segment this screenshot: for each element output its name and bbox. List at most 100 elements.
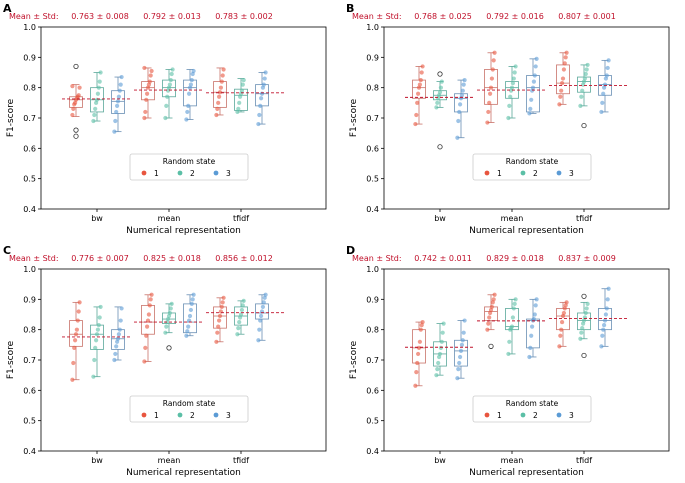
y-tick-label: 0.7 bbox=[23, 356, 36, 365]
data-point bbox=[240, 82, 245, 87]
data-point bbox=[462, 318, 467, 323]
data-point bbox=[513, 64, 518, 69]
data-point bbox=[512, 70, 517, 75]
data-point bbox=[437, 351, 443, 357]
data-point bbox=[114, 344, 119, 349]
data-point bbox=[186, 103, 191, 108]
panel-label: D bbox=[346, 244, 355, 257]
y-tick-label: 0.4 bbox=[366, 205, 379, 214]
data-point bbox=[490, 67, 495, 72]
data-point bbox=[439, 339, 444, 344]
x-tick-label: mean bbox=[501, 214, 524, 223]
data-point bbox=[457, 360, 462, 366]
data-point bbox=[506, 115, 511, 121]
y-axis-label: F1-score bbox=[6, 340, 16, 379]
outlier-point bbox=[73, 63, 79, 70]
y-tick-label: 0.9 bbox=[23, 295, 36, 304]
data-point bbox=[218, 85, 223, 90]
data-point bbox=[119, 306, 124, 311]
data-point bbox=[510, 315, 515, 320]
data-point bbox=[564, 50, 569, 55]
legend-entry-label: 2 bbox=[533, 169, 538, 178]
data-point bbox=[116, 332, 121, 337]
data-point bbox=[459, 342, 464, 347]
data-point bbox=[561, 67, 566, 72]
x-axis-label: Numerical representation bbox=[469, 226, 584, 236]
data-point bbox=[185, 329, 190, 334]
legend-box bbox=[472, 153, 592, 181]
data-point bbox=[530, 324, 535, 329]
mean-std-label: Mean ± Std: bbox=[9, 254, 59, 263]
data-point bbox=[461, 330, 466, 335]
data-point bbox=[117, 88, 122, 93]
data-point bbox=[558, 333, 563, 338]
data-point bbox=[487, 315, 492, 320]
data-point bbox=[147, 79, 152, 84]
x-tick-label: bw bbox=[91, 214, 103, 223]
data-point bbox=[98, 70, 103, 75]
data-point bbox=[145, 318, 151, 323]
data-point bbox=[529, 97, 534, 102]
mean-std-label: Mean ± Std: bbox=[9, 12, 59, 21]
outlier-point bbox=[581, 352, 587, 359]
legend-marker bbox=[484, 412, 490, 418]
data-point bbox=[188, 307, 193, 313]
panel-label: C bbox=[3, 244, 11, 257]
y-tick-label: 0.5 bbox=[366, 417, 379, 426]
data-point bbox=[582, 76, 587, 81]
legend-entry-label: 2 bbox=[533, 411, 538, 420]
legend-title: Random state bbox=[506, 157, 559, 166]
data-point bbox=[563, 55, 568, 60]
y-tick-label: 0.9 bbox=[23, 53, 36, 62]
x-axis-label: Numerical representation bbox=[469, 468, 584, 478]
data-point bbox=[419, 70, 424, 75]
data-point bbox=[605, 297, 610, 302]
box bbox=[255, 303, 269, 320]
x-tick-label: tfidf bbox=[233, 456, 249, 465]
y-tick-label: 0.6 bbox=[366, 144, 379, 153]
data-point bbox=[167, 82, 172, 87]
data-point bbox=[560, 76, 566, 81]
data-point bbox=[262, 76, 267, 81]
data-point bbox=[217, 90, 223, 95]
outlier-point bbox=[488, 343, 494, 349]
data-point bbox=[185, 109, 190, 115]
data-point bbox=[220, 300, 225, 305]
group-stat-label: 0.807 ± 0.001 bbox=[558, 12, 616, 21]
legend-marker bbox=[520, 170, 526, 176]
data-point bbox=[512, 301, 517, 306]
data-point bbox=[259, 313, 264, 319]
data-point bbox=[438, 345, 443, 350]
data-point bbox=[599, 109, 604, 115]
group-stat-label: 0.856 ± 0.012 bbox=[215, 254, 273, 263]
y-tick-label: 0.8 bbox=[23, 84, 36, 93]
data-point bbox=[259, 91, 265, 96]
legend-marker bbox=[141, 412, 147, 418]
data-point bbox=[527, 111, 532, 116]
data-point bbox=[507, 103, 512, 108]
group-stat-label: 0.763 ± 0.008 bbox=[71, 12, 129, 21]
y-tick-label: 0.7 bbox=[366, 356, 379, 365]
data-point bbox=[578, 103, 583, 108]
data-point bbox=[460, 88, 465, 93]
data-point bbox=[509, 85, 515, 90]
data-point bbox=[557, 344, 562, 349]
data-point bbox=[439, 79, 444, 84]
legend-marker bbox=[141, 170, 147, 176]
data-point bbox=[603, 312, 608, 317]
data-point bbox=[256, 121, 261, 127]
data-point bbox=[507, 339, 512, 344]
data-point bbox=[256, 338, 261, 343]
data-point bbox=[217, 318, 222, 323]
data-point bbox=[527, 354, 532, 360]
data-point bbox=[532, 73, 537, 78]
y-axis-label: F1-score bbox=[6, 98, 16, 137]
data-point bbox=[261, 82, 266, 87]
data-point bbox=[533, 303, 538, 308]
x-tick-label: bw bbox=[91, 456, 103, 465]
data-point bbox=[241, 77, 246, 83]
data-point bbox=[237, 100, 242, 105]
data-point bbox=[434, 373, 439, 378]
data-point bbox=[440, 330, 445, 335]
